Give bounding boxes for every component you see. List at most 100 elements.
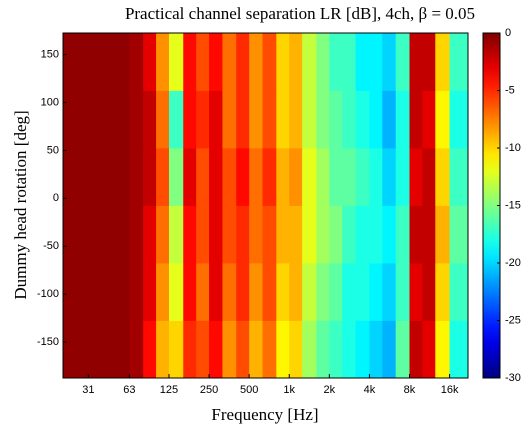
heatmap-cell — [156, 320, 170, 379]
heatmap-cell — [342, 320, 356, 379]
heatmap-cell — [222, 148, 237, 206]
heatmap-cell — [449, 263, 469, 321]
heatmap-cell — [302, 263, 317, 321]
heatmap-cell — [276, 205, 290, 264]
heatmap-cell — [183, 148, 197, 206]
heatmap-cell — [382, 205, 397, 264]
heatmap-cell — [289, 90, 303, 149]
heatmap-cell — [355, 205, 370, 264]
heatmap-cell — [262, 263, 277, 321]
heatmap-cell — [249, 90, 263, 149]
heatmap-cell — [395, 90, 410, 149]
heatmap-cell — [355, 148, 370, 206]
heatmap-cell — [409, 33, 423, 91]
heatmap-cell — [316, 90, 330, 149]
colorbar-tick-label: -25 — [505, 314, 521, 326]
heatmap-cell — [276, 90, 290, 149]
heatmap-cell — [369, 263, 383, 321]
x-tick-label: 125 — [160, 384, 178, 396]
heatmap-cell — [422, 148, 436, 206]
heatmap-cell — [183, 90, 197, 149]
heatmap-cell — [369, 90, 383, 149]
heatmap-cell — [129, 263, 144, 321]
heatmap-cell — [143, 205, 157, 264]
heatmap-cell — [249, 263, 263, 321]
heatmap-cell — [449, 320, 469, 379]
heatmap-cell — [395, 263, 410, 321]
heatmap-cell — [382, 33, 397, 91]
heatmap-cell — [168, 320, 184, 379]
heatmap-cell — [183, 263, 197, 321]
heatmap-cell — [276, 33, 290, 91]
colorbar-tick-label: -10 — [505, 142, 521, 154]
heatmap-cell — [209, 90, 223, 149]
colorbar-tick-label: -20 — [505, 257, 521, 269]
heatmap-cell — [89, 148, 104, 206]
heatmap-cell — [369, 320, 383, 379]
heatmap-cell — [276, 148, 290, 206]
colorbar-tick-label: -30 — [505, 372, 521, 384]
heatmap-cell — [409, 263, 423, 321]
heatmap-cell — [143, 148, 157, 206]
heatmap-cell — [75, 90, 90, 149]
heatmap-cell — [168, 90, 184, 149]
heatmap-cell — [276, 320, 290, 379]
heatmap-cell — [449, 33, 469, 91]
heatmap-cell — [89, 90, 104, 149]
x-tick-label: 1k — [283, 384, 295, 396]
heatmap-cell — [316, 148, 330, 206]
heatmap-cell — [409, 90, 423, 149]
heatmap-cell — [262, 33, 277, 91]
x-tick-label: 8k — [404, 384, 416, 396]
x-tick-label: 2k — [324, 384, 336, 396]
heatmap-cell — [183, 205, 197, 264]
x-tick-label: 500 — [240, 384, 258, 396]
heatmap-cell — [156, 90, 170, 149]
heatmap-cell — [395, 205, 410, 264]
heatmap-cell — [63, 148, 77, 206]
x-axis-label: Frequency [Hz] — [211, 405, 318, 424]
heatmap-cell — [63, 90, 77, 149]
heatmap-cell — [103, 90, 117, 149]
heatmap-cell — [449, 148, 469, 206]
heatmap-cell — [75, 320, 90, 379]
x-tick-label: 16k — [441, 384, 459, 396]
heatmap-cell — [316, 320, 330, 379]
heatmap-cell — [422, 263, 436, 321]
x-tick-label: 31 — [82, 384, 94, 396]
heatmap-cell — [196, 90, 210, 149]
heatmap-cell — [395, 320, 410, 379]
heatmap-cell — [196, 33, 210, 91]
heatmap-cell — [129, 90, 144, 149]
heatmap-cell — [63, 33, 77, 91]
heatmap-cell — [168, 205, 184, 264]
colorbar-tick-label: 0 — [505, 27, 511, 39]
heatmap-cell — [156, 263, 170, 321]
heatmap-cell — [316, 263, 330, 321]
heatmap-cell — [329, 263, 343, 321]
heatmap-cell — [329, 205, 343, 264]
heatmap-cell — [355, 263, 370, 321]
heatmap-cell — [289, 320, 303, 379]
heatmap-cell — [409, 320, 423, 379]
heatmap-cell — [409, 148, 423, 206]
x-tick-label: 250 — [200, 384, 218, 396]
heatmap-cell — [103, 148, 117, 206]
heatmap-cell — [302, 148, 317, 206]
y-tick-label: -150 — [37, 336, 59, 348]
heatmap-cell — [89, 263, 104, 321]
heatmap-cell — [236, 263, 250, 321]
heatmap-cell — [435, 205, 450, 264]
heatmap-cell — [236, 148, 250, 206]
heatmap-cell — [143, 263, 157, 321]
heatmap-cell — [289, 33, 303, 91]
heatmap-cell — [342, 205, 356, 264]
heatmap-cell — [342, 90, 356, 149]
heatmap-cell — [369, 205, 383, 264]
heatmap-cell — [222, 263, 237, 321]
heatmap-cell — [129, 148, 144, 206]
heatmap-cell — [329, 90, 343, 149]
heatmap-cell — [262, 148, 277, 206]
